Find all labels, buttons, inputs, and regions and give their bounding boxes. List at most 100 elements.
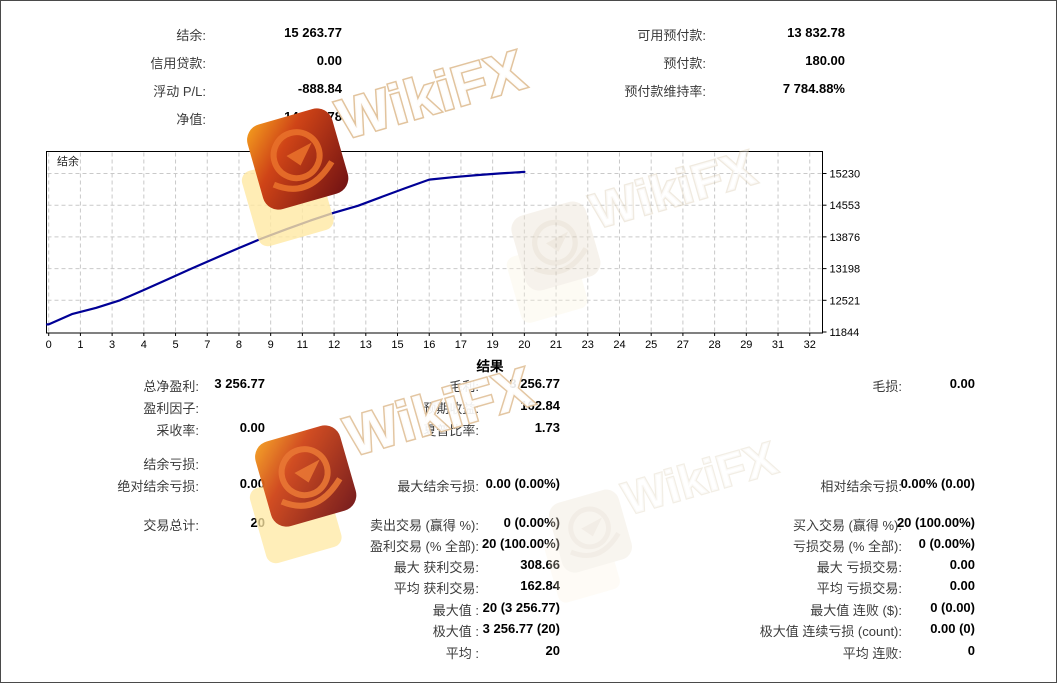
stat-value: 3 256.77 bbox=[509, 376, 560, 391]
y-axis-tick-label: 12521 bbox=[830, 295, 861, 307]
eagle-icon bbox=[278, 446, 343, 509]
stat-label: 买入交易 (赢得 %): bbox=[792, 518, 902, 533]
stat-label: 净值: bbox=[176, 112, 206, 127]
stat-label: 极大值 连续亏损 (count): bbox=[759, 624, 902, 639]
stat-value: 162.84 bbox=[520, 398, 560, 413]
stat-label: 预期收益: bbox=[423, 401, 479, 416]
balance-line bbox=[45, 170, 526, 326]
stat-label: 毛损: bbox=[872, 379, 902, 394]
stat-label: 预付款: bbox=[663, 56, 706, 71]
stat-value: 0.00 bbox=[239, 420, 265, 435]
stat-label: 极大值 : bbox=[432, 624, 479, 639]
stat-value: 0.00 bbox=[316, 53, 342, 68]
watermark-glow bbox=[241, 154, 334, 247]
stat-label: 最大值 : bbox=[432, 603, 479, 618]
stat-label: 相对结余亏损: bbox=[820, 479, 902, 494]
stat-value: 20 (3 256.77) bbox=[482, 600, 560, 615]
y-axis-tick-label: 13876 bbox=[830, 232, 861, 244]
x-axis-tick-label: 20 bbox=[518, 339, 530, 351]
stat-value: 0.00 bbox=[239, 476, 265, 491]
stat-value: 7 784.88% bbox=[782, 81, 845, 96]
wikifx-watermark: WikiFX bbox=[241, 36, 534, 247]
stat-label: 交易总计: bbox=[143, 518, 199, 533]
x-axis-tick-label: 29 bbox=[740, 339, 752, 351]
stat-value: 0 (0.00%) bbox=[918, 536, 975, 551]
x-axis-tick-label: 17 bbox=[455, 339, 467, 351]
stat-label: 采收率: bbox=[156, 423, 199, 438]
stat-value: 0.00 bbox=[949, 376, 975, 391]
stat-label: 最大结余亏损: bbox=[397, 479, 479, 494]
x-axis-tick-label: 27 bbox=[677, 339, 689, 351]
x-axis-tick-label: 31 bbox=[772, 339, 784, 351]
y-axis-tick-label: 13198 bbox=[830, 264, 861, 276]
stat-value: 162.84 bbox=[520, 578, 560, 593]
stat-label: 盈利交易 (% 全部): bbox=[369, 539, 479, 554]
stat-label: 总净盈利: bbox=[143, 379, 199, 394]
stat-label: 卖出交易 (赢得 %): bbox=[369, 518, 479, 533]
stat-label: 平均 : bbox=[445, 646, 479, 661]
x-axis-tick-label: 12 bbox=[328, 339, 340, 351]
stat-value: 20 (100.00%) bbox=[481, 536, 560, 551]
wikifx-watermark: WikiFX bbox=[506, 139, 764, 323]
x-axis-tick-label: 4 bbox=[141, 339, 147, 351]
stat-value: 3 256.77 bbox=[214, 376, 265, 391]
stat-value: 13 832.78 bbox=[787, 25, 845, 40]
stat-value: 14 012.78 bbox=[284, 109, 342, 124]
wikifx-watermark: WikiFX bbox=[544, 430, 784, 603]
x-axis-tick-label: 9 bbox=[268, 339, 274, 351]
x-axis-tick-label: 24 bbox=[613, 339, 625, 351]
stat-label: 亏损交易 (% 全部): bbox=[792, 539, 902, 554]
stat-value: 3 256.77 (20) bbox=[482, 621, 560, 636]
x-axis-tick-label: 5 bbox=[172, 339, 178, 351]
stat-value: 0 bbox=[967, 643, 975, 658]
x-axis-tick-label: 13 bbox=[360, 339, 372, 351]
stat-value: 15 263.77 bbox=[284, 25, 342, 40]
x-axis-tick-label: 16 bbox=[423, 339, 435, 351]
x-axis-tick-label: 8 bbox=[236, 339, 242, 351]
eagle-icon bbox=[568, 506, 621, 558]
stat-label: 平均 获利交易: bbox=[393, 581, 479, 596]
eagle-icon bbox=[270, 129, 335, 192]
eagle-icon bbox=[532, 219, 589, 275]
stat-label: 信用贷款: bbox=[150, 56, 206, 71]
stat-value: 1.73 bbox=[534, 420, 560, 435]
stat-value: -888.84 bbox=[297, 81, 342, 96]
x-axis-tick-label: 19 bbox=[487, 339, 499, 351]
results-header: 结果 bbox=[476, 359, 504, 374]
stat-value: 180.00 bbox=[805, 53, 845, 68]
stat-value: 0 (0.00%) bbox=[503, 515, 560, 530]
stat-label: 最大 亏损交易: bbox=[816, 560, 902, 575]
x-axis-tick-label: 1 bbox=[77, 339, 83, 351]
stat-value: 0.00 (0) bbox=[930, 621, 975, 636]
stat-value: 20 (100.00%) bbox=[896, 515, 975, 530]
stat-label: 预付款维持率: bbox=[624, 84, 706, 99]
stat-value: 20 bbox=[545, 643, 560, 658]
y-axis-tick-label: 15230 bbox=[830, 169, 861, 181]
x-axis-tick-label: 15 bbox=[391, 339, 403, 351]
stat-value: 308.66 bbox=[520, 557, 560, 572]
x-axis-tick-label: 21 bbox=[550, 339, 562, 351]
stat-value: 0.00% (0.00) bbox=[900, 476, 975, 491]
x-axis-tick-label: 7 bbox=[204, 339, 210, 351]
stat-label: 绝对结余亏损: bbox=[117, 479, 199, 494]
stat-label: 毛利: bbox=[449, 379, 479, 394]
y-axis-tick-label: 11844 bbox=[830, 327, 860, 339]
wikifx-watermark-text: WikiFX bbox=[617, 431, 783, 524]
stat-label: 可用预付款: bbox=[637, 28, 706, 43]
stat-label: 结余亏损: bbox=[143, 457, 199, 472]
y-axis-tick-label: 14553 bbox=[830, 200, 861, 212]
wikifx-watermark-text: WikiFX bbox=[585, 140, 763, 239]
stat-label: 结余: bbox=[176, 28, 206, 43]
stat-label: 最大值 连败 ($): bbox=[810, 603, 902, 618]
stat-value: 0.00 bbox=[949, 578, 975, 593]
stat-label: 平均 亏损交易: bbox=[816, 581, 902, 596]
stat-label: 平均 连败: bbox=[842, 646, 902, 661]
wikifx-eagle-badge bbox=[511, 201, 601, 291]
stat-label: 浮动 P/L: bbox=[153, 84, 206, 99]
x-axis-tick-label: 25 bbox=[645, 339, 657, 351]
x-axis-tick-label: 11 bbox=[297, 339, 308, 351]
stat-value: 0.00 (0.00%) bbox=[485, 476, 560, 491]
stat-value: 0.00 bbox=[949, 557, 975, 572]
stat-value: 0 (0.00) bbox=[930, 600, 975, 615]
